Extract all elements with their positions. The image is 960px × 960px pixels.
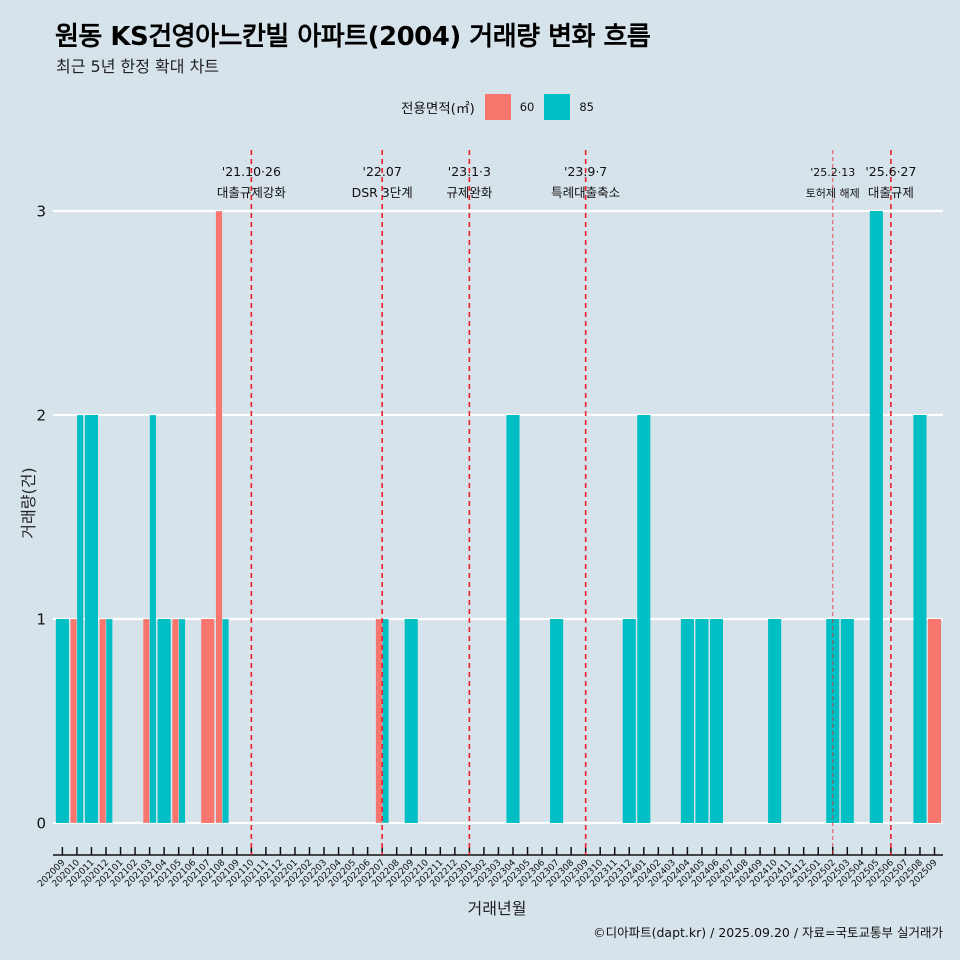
bar-85 <box>768 619 782 823</box>
bar-60 <box>201 619 215 823</box>
annotation-date: '23.9·7 <box>564 164 607 179</box>
bar-85 <box>149 414 157 824</box>
bar-85 <box>550 619 564 823</box>
bar-85 <box>76 414 84 824</box>
bar-85 <box>695 619 709 823</box>
annotation-date: '22.07 <box>363 164 402 179</box>
annotation-label: 규제완화 <box>446 185 493 200</box>
annotation-date: '21.10·26 <box>222 164 281 179</box>
y-axis-title: 거래량(건) <box>19 467 38 538</box>
bar-60 <box>142 618 150 824</box>
legend-title: 전용면적(㎡) <box>401 101 475 117</box>
legend-key-60 <box>484 94 511 120</box>
y-tick-label: 3 <box>36 203 46 221</box>
annotation-label: 토허제 해제 <box>806 186 860 200</box>
annotation-label: 대출규제강화 <box>217 185 287 200</box>
chart-title: 원동 KS건영아느칸빌 아파트(2004) 거래량 변화 흐름 <box>55 22 651 52</box>
annotation-date: '25.2·13 <box>810 166 855 179</box>
bar-85 <box>222 618 230 824</box>
bar-85 <box>622 619 636 823</box>
bar-60 <box>375 618 383 824</box>
bar-85 <box>157 619 171 823</box>
bar-85 <box>55 619 69 823</box>
bar-60 <box>927 619 942 823</box>
bar-85 <box>913 415 927 823</box>
bar-85 <box>869 211 883 823</box>
bar-85 <box>826 619 840 823</box>
bar-85 <box>637 415 651 823</box>
y-tick-label: 0 <box>36 815 46 833</box>
bar-85 <box>84 415 99 823</box>
bar-85 <box>680 619 694 823</box>
y-tick-label: 1 <box>36 611 46 629</box>
chart-subtitle: 최근 5년 한정 확대 차트 <box>56 57 220 76</box>
bar-85 <box>178 618 186 824</box>
annotation-date: '23.1·3 <box>448 164 491 179</box>
legend-label-60: 60 <box>519 100 535 114</box>
bar-85 <box>404 619 418 823</box>
legend: 전용면적(㎡) 60 85 <box>401 94 604 120</box>
bar-85 <box>381 618 389 824</box>
bar-85 <box>105 618 113 824</box>
bar-60 <box>171 618 179 824</box>
annotation-label: 대출규제 <box>868 185 914 200</box>
legend-label-85: 85 <box>579 100 594 114</box>
x-axis-title: 거래년월 <box>468 899 527 918</box>
bar-60 <box>99 618 107 824</box>
annotation-label: DSR 3단계 <box>352 185 413 200</box>
y-tick-label: 2 <box>36 407 46 425</box>
bar-85 <box>840 619 854 823</box>
chart-caption: ©디아파트(dapt.kr) / 2025.09.20 / 자료=국토교통부 실… <box>593 925 943 940</box>
annotation-label: 특례대출축소 <box>551 185 620 200</box>
bar-85 <box>709 619 724 823</box>
bar-60 <box>70 618 78 824</box>
legend-key-85 <box>544 94 571 120</box>
bar-60 <box>215 210 223 824</box>
bar-85 <box>506 415 520 823</box>
annotation-date: '25.6·27 <box>865 164 916 179</box>
